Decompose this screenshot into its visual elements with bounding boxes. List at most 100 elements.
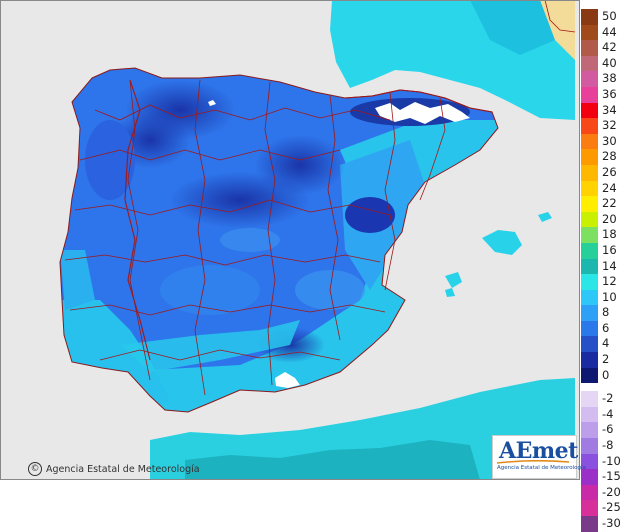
legend-swatch (581, 336, 598, 353)
legend-swatch (581, 258, 598, 275)
legend-row: -2 (581, 391, 627, 407)
legend-row: 36 (581, 86, 627, 103)
legend-swatch (581, 320, 598, 337)
logo-swoosh (497, 460, 569, 464)
legend-label: 28 (602, 149, 617, 164)
legend-swatch (581, 227, 598, 243)
legend-swatch (581, 242, 598, 259)
legend-swatch (581, 469, 598, 485)
legend-swatch (581, 453, 598, 470)
legend-row: 38 (581, 71, 627, 87)
legend-row: 26 (581, 164, 627, 181)
atlas-area (185, 440, 480, 480)
legend-label: 34 (602, 102, 617, 117)
legend-swatch (581, 289, 598, 306)
legend-label: 30 (602, 133, 617, 148)
legend-row: -15 (581, 469, 627, 485)
legend-swatch (581, 274, 598, 290)
legend-label: -30 (602, 516, 621, 530)
formentera (445, 288, 455, 297)
legend-label: 12 (602, 274, 617, 289)
legend-label: 24 (602, 180, 617, 195)
legend-row: -4 (581, 406, 627, 423)
legend-swatch (581, 352, 598, 368)
legend-swatch (581, 40, 598, 56)
legend-label: 32 (602, 118, 617, 133)
mallorca (482, 230, 522, 255)
legend-row: 40 (581, 55, 627, 72)
legend-label: 22 (602, 196, 617, 211)
legend-swatch (581, 211, 598, 228)
legend-swatch (581, 133, 598, 150)
legend-label: 20 (602, 211, 617, 226)
legend-positive-scale: 50 44 42 40 38 36 34 32 30 28 26 24 22 20 18 16 14 12 10 8 6… (581, 9, 627, 384)
legend-label: 8 (602, 305, 610, 320)
legend-label: 0 (602, 367, 610, 382)
legend-row: 0 (581, 367, 627, 384)
legend-swatch (581, 9, 598, 25)
menorca (538, 212, 552, 222)
legend-row: 10 (581, 289, 627, 306)
legend-swatch (581, 305, 598, 321)
legend-row: -20 (581, 484, 627, 501)
legend-label: -8 (602, 438, 614, 453)
legend-label: 4 (602, 336, 610, 351)
legend-label: -4 (602, 406, 614, 421)
legend-row: 24 (581, 180, 627, 197)
legend-label: 18 (602, 227, 617, 242)
legend-row: 16 (581, 242, 627, 259)
legend-row: 50 (581, 9, 627, 25)
legend-label: -20 (602, 484, 621, 499)
legend-swatch (581, 438, 598, 454)
legend-row: -25 (581, 500, 627, 516)
legend-row: 8 (581, 305, 627, 321)
legend-swatch (581, 391, 598, 407)
legend-label: -2 (602, 391, 614, 406)
legend-swatch (581, 422, 598, 439)
map-frame (0, 0, 580, 480)
legend-negative-scale: -2 -4 -6 -8 -10 -15 -20 -25 -30 (581, 391, 627, 532)
legend-label: 26 (602, 164, 617, 179)
legend-label: -6 (602, 422, 614, 437)
legend-label: 40 (602, 55, 617, 70)
legend-row: 34 (581, 102, 627, 119)
alps-border (544, 0, 576, 33)
legend-label: -25 (602, 500, 621, 515)
pyrenees-border (344, 89, 493, 113)
legend-label: -10 (602, 453, 621, 468)
legend-label: 6 (602, 320, 610, 335)
legend-swatch (581, 86, 598, 103)
legend-swatch (581, 196, 598, 212)
legend-swatch (581, 71, 598, 87)
legend-label: 50 (602, 9, 617, 23)
legend-row: 42 (581, 40, 627, 56)
legend-swatch (581, 484, 598, 501)
legend-row: 30 (581, 133, 627, 150)
legend-label: 2 (602, 352, 610, 367)
legend-row: 22 (581, 196, 627, 212)
legend-swatch (581, 516, 598, 532)
legend-swatch (581, 102, 598, 119)
legend-row: 44 (581, 24, 627, 41)
legend-row: 6 (581, 320, 627, 337)
credit-line: © Agencia Estatal de Meteorología (28, 462, 200, 476)
legend-swatch (581, 55, 598, 72)
temperature-legend: 50 44 42 40 38 36 34 32 30 28 26 24 22 20 18 16 14 12 10 8 6… (581, 9, 627, 532)
temperature-map (0, 0, 580, 480)
legend-row: 4 (581, 336, 627, 353)
legend-row: 14 (581, 258, 627, 275)
legend-swatch (581, 24, 598, 41)
legend-swatch (581, 367, 598, 384)
aemet-logo: AEmet Agencia Estatal de Meteorología (492, 435, 586, 479)
alps-area (470, 0, 555, 55)
legend-label: 16 (602, 242, 617, 257)
legend-swatch (581, 180, 598, 197)
legend-row: -30 (581, 516, 627, 532)
legend-row: -10 (581, 453, 627, 470)
legend-swatch (581, 500, 598, 516)
legend-swatch (581, 406, 598, 423)
legend-row: -6 (581, 422, 627, 439)
legend-label: 10 (602, 289, 617, 304)
legend-label: 44 (602, 24, 617, 39)
logo-subtitle: Agencia Estatal de Meteorología (497, 465, 586, 471)
